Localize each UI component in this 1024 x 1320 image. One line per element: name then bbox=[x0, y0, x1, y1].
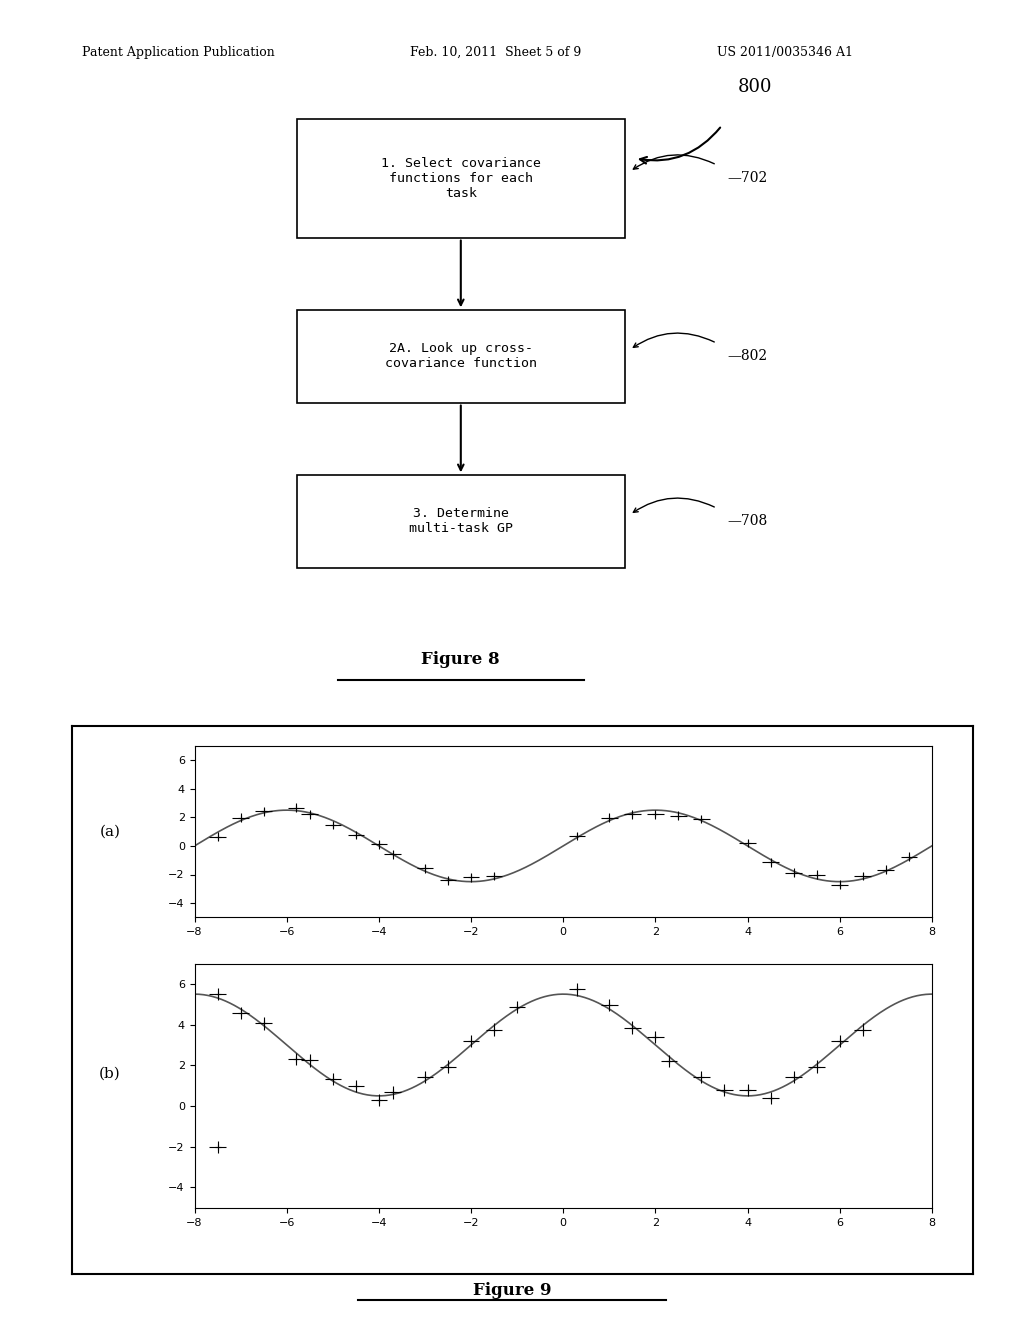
Text: 2A. Look up cross-
covariance function: 2A. Look up cross- covariance function bbox=[385, 342, 537, 371]
Text: —802: —802 bbox=[727, 350, 767, 363]
FancyArrowPatch shape bbox=[640, 128, 720, 164]
Point bbox=[578, 672, 590, 688]
FancyBboxPatch shape bbox=[297, 119, 625, 238]
FancyArrowPatch shape bbox=[633, 498, 715, 512]
Text: US 2011/0035346 A1: US 2011/0035346 A1 bbox=[717, 46, 853, 59]
Text: 1. Select covariance
functions for each
task: 1. Select covariance functions for each … bbox=[381, 157, 541, 199]
Text: 800: 800 bbox=[737, 78, 772, 96]
Point bbox=[332, 672, 344, 688]
Text: —708: —708 bbox=[727, 515, 767, 528]
Text: Figure 8: Figure 8 bbox=[422, 652, 500, 668]
FancyArrowPatch shape bbox=[633, 154, 715, 169]
FancyBboxPatch shape bbox=[297, 310, 625, 403]
Text: Patent Application Publication: Patent Application Publication bbox=[82, 46, 274, 59]
Text: Feb. 10, 2011  Sheet 5 of 9: Feb. 10, 2011 Sheet 5 of 9 bbox=[410, 46, 581, 59]
Text: —702: —702 bbox=[727, 172, 767, 185]
FancyArrowPatch shape bbox=[633, 333, 715, 347]
Text: 3. Determine
multi-task GP: 3. Determine multi-task GP bbox=[409, 507, 513, 536]
Text: (b): (b) bbox=[99, 1067, 121, 1081]
Text: Figure 9: Figure 9 bbox=[473, 1283, 551, 1299]
FancyBboxPatch shape bbox=[297, 475, 625, 568]
Text: (a): (a) bbox=[99, 825, 121, 838]
